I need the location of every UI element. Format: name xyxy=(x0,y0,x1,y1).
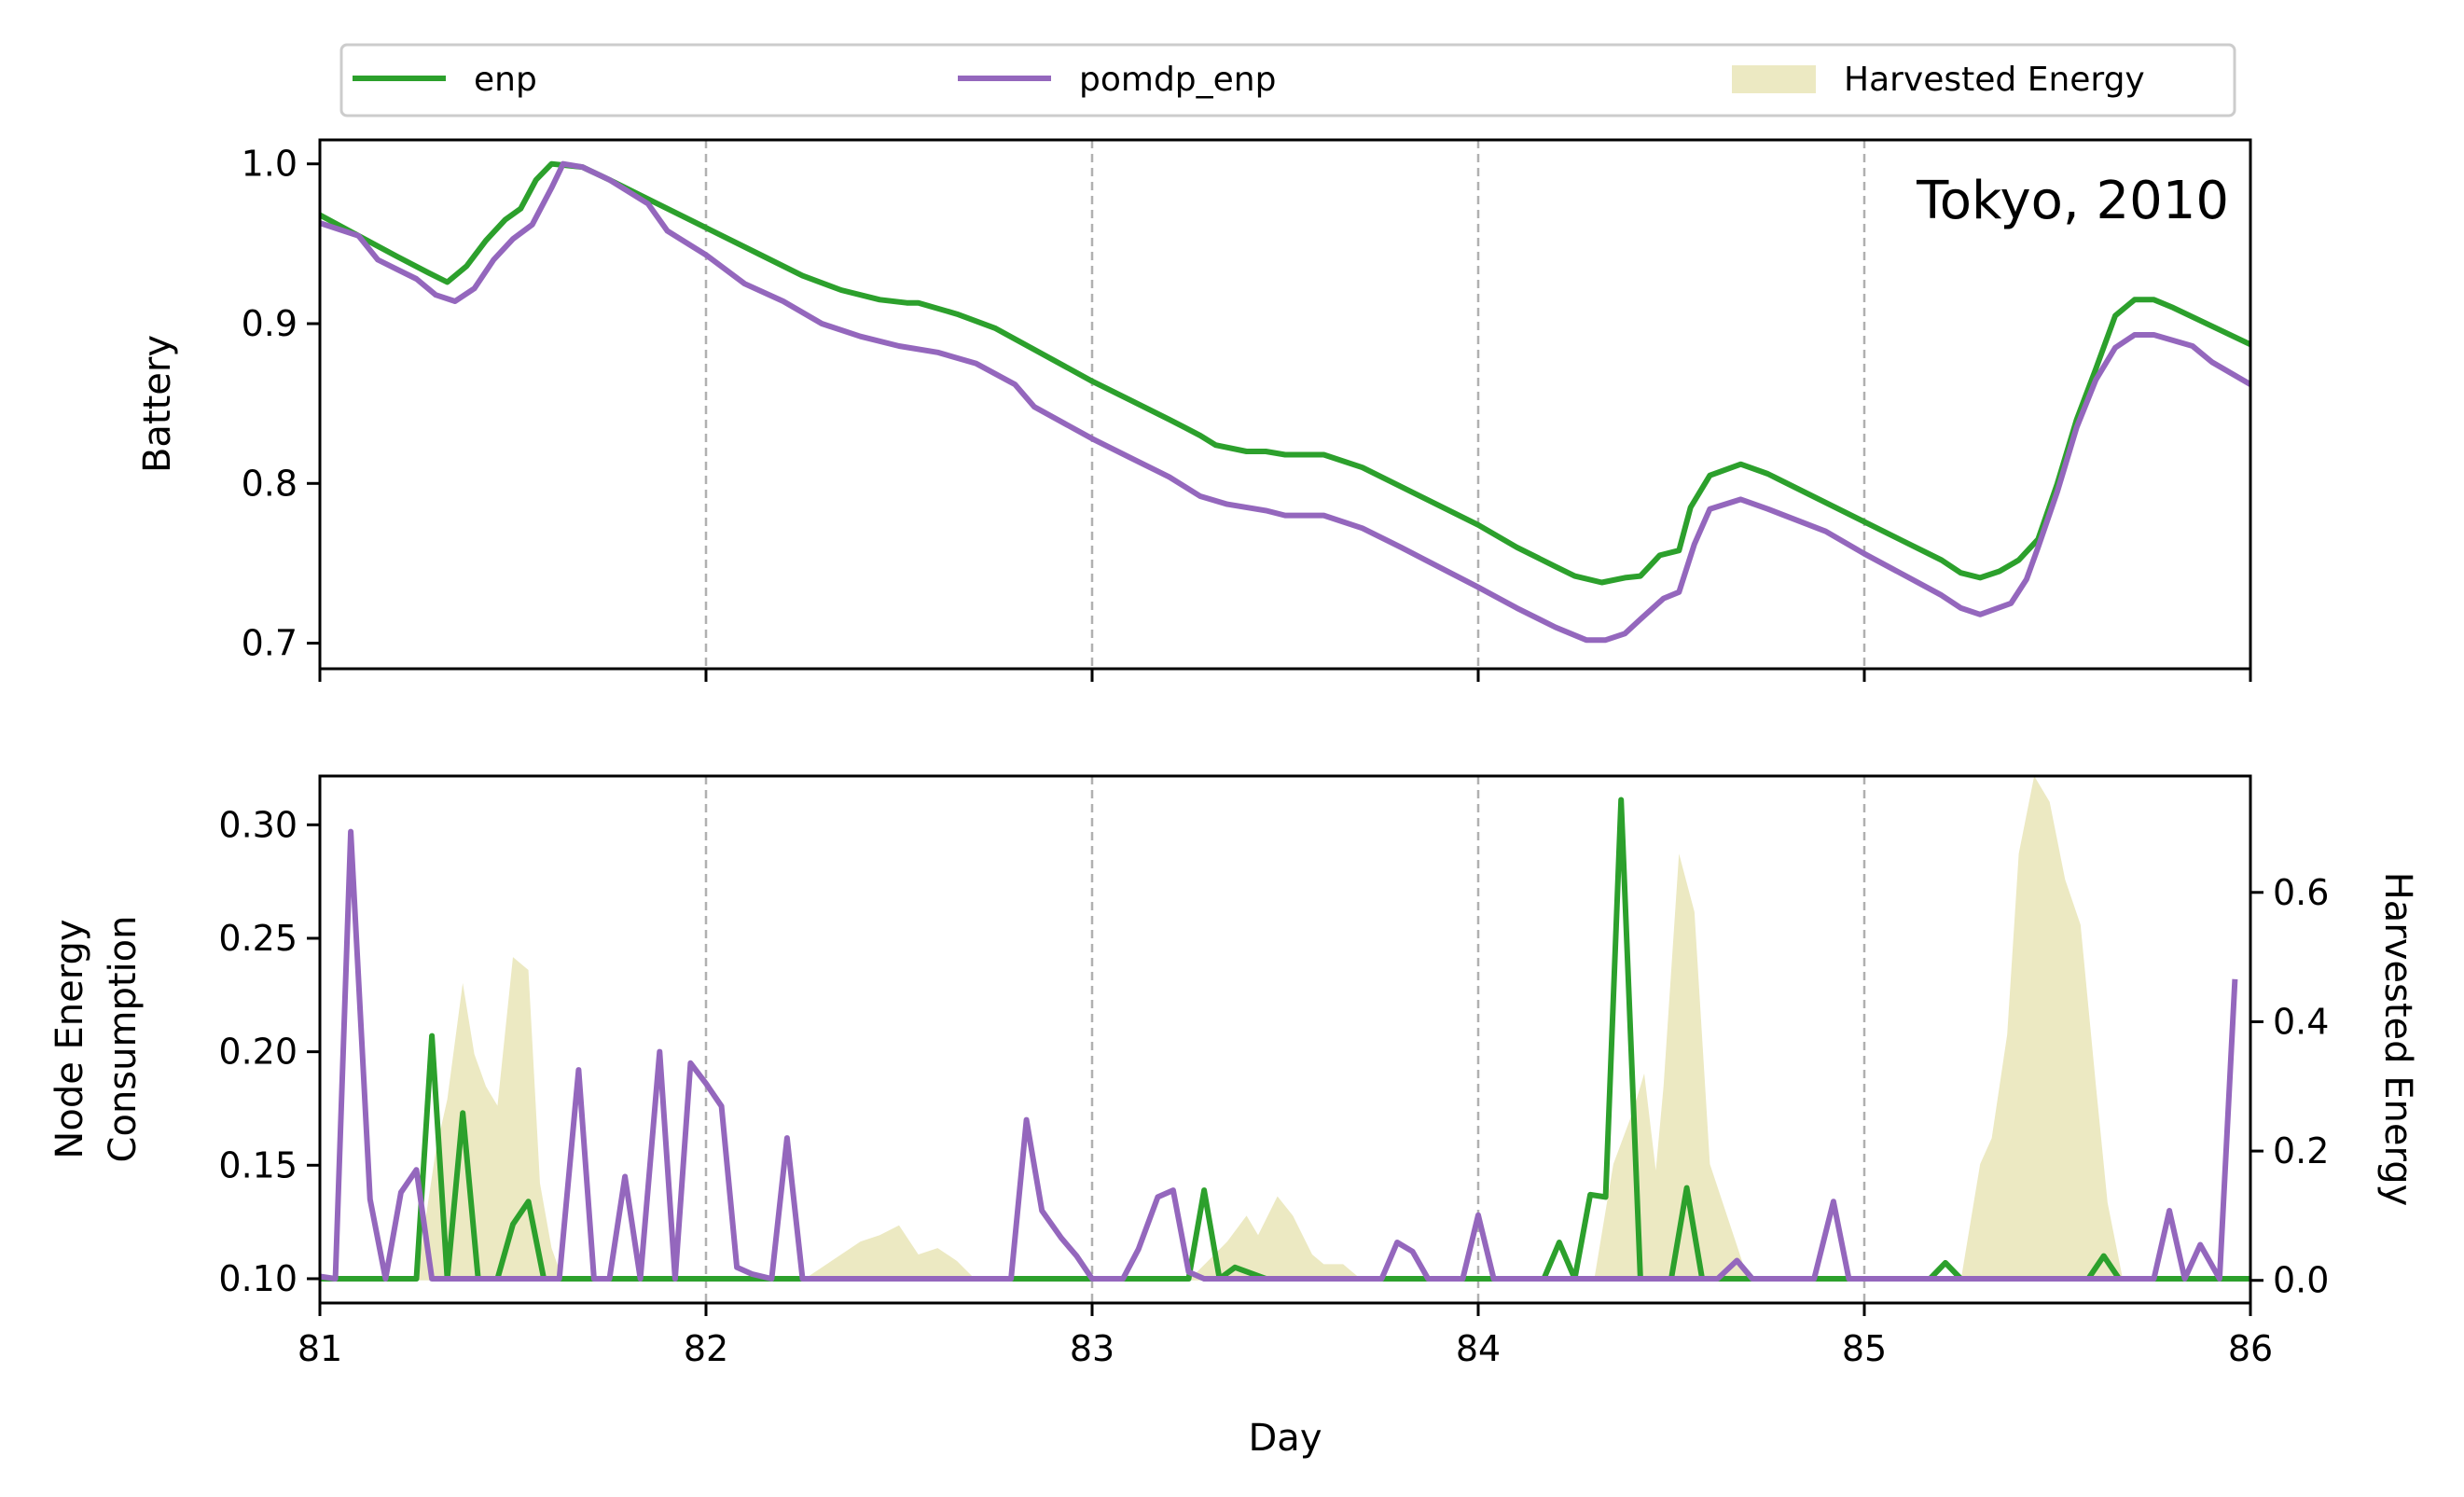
battery-plot-frame xyxy=(318,138,2252,671)
harvested-y-tick-label-0-20: 0.2 xyxy=(2273,1130,2329,1171)
battery-ticks: 0.7 0.8 0.9 1.0 xyxy=(242,144,2252,682)
battery-series-pomdp-enp xyxy=(319,160,2252,644)
harvested-y-tick-label-0-60: 0.6 xyxy=(2273,872,2329,913)
city-year-annotation: Tokyo, 2010 xyxy=(1916,171,2229,231)
x-tick-label-83: 83 xyxy=(1070,1328,1114,1369)
legend-label-harvested-energy: Harvested Energy xyxy=(1844,61,2145,99)
battery-series xyxy=(318,160,2252,644)
consumption-y-tick-label-0-30: 0.30 xyxy=(218,804,298,845)
harvested-energy-ticks: 0.0 0.2 0.4 0.6 xyxy=(2250,872,2329,1301)
battery-y-tick-label-1-00: 1.0 xyxy=(242,144,298,185)
legend-item-pomdp-enp: pomdp_enp xyxy=(958,61,1276,99)
battery-y-tick-label-0-80: 0.8 xyxy=(242,463,298,504)
legend: enp pomdp_enp Harvested Energy xyxy=(339,43,2236,118)
x-axis-label: Day xyxy=(1249,1417,1322,1460)
consumption-series xyxy=(319,797,2250,1282)
battery-y-axis-label: Battery xyxy=(136,335,179,473)
legend-item-enp: enp xyxy=(353,61,537,99)
consumption-y-axis-label-line2: Consumption xyxy=(102,916,145,1163)
battery-y-tick-label-0-90: 0.9 xyxy=(242,303,298,344)
battery-panel: 0.7 0.8 0.9 1.0 Battery Tokyo, 2010 xyxy=(136,138,2252,682)
legend-label-pomdp-enp: pomdp_enp xyxy=(1079,61,1276,99)
harvested-y-tick-label-0-00: 0.0 xyxy=(2273,1260,2329,1301)
harvested-y-tick-label-0-40: 0.4 xyxy=(2273,1001,2329,1042)
consumption-plot-frame xyxy=(318,774,2252,1305)
consumption-y-axis-label-line1: Node Energy xyxy=(48,919,91,1158)
x-tick-label-84: 84 xyxy=(1456,1328,1501,1369)
x-tick-label-81: 81 xyxy=(298,1328,342,1369)
harvested-energy-y-axis-label: Harvested Energy xyxy=(2376,872,2419,1207)
consumption-y-tick-label-0-10: 0.10 xyxy=(218,1258,298,1299)
x-tick-label-85: 85 xyxy=(1842,1328,1887,1369)
battery-series-enp xyxy=(318,160,2252,586)
consumption-y-tick-label-0-20: 0.20 xyxy=(218,1032,298,1073)
consumption-y-tick-label-0-15: 0.15 xyxy=(218,1144,298,1185)
consumption-series-pomdp-enp xyxy=(319,828,2238,1282)
battery-y-tick-label-0-70: 0.7 xyxy=(242,623,298,664)
x-tick-label-82: 82 xyxy=(684,1328,728,1369)
consumption-y-tick-label-0-25: 0.25 xyxy=(218,918,298,959)
x-tick-label-86: 86 xyxy=(2228,1328,2273,1369)
legend-swatch-harvested-energy xyxy=(1732,65,1816,93)
legend-item-harvested-energy: Harvested Energy xyxy=(1732,61,2145,99)
legend-label-enp: enp xyxy=(474,61,537,99)
consumption-ticks: 0.10 0.15 0.20 0.25 0.30 81 82 83 84 85 86 xyxy=(218,804,2273,1369)
